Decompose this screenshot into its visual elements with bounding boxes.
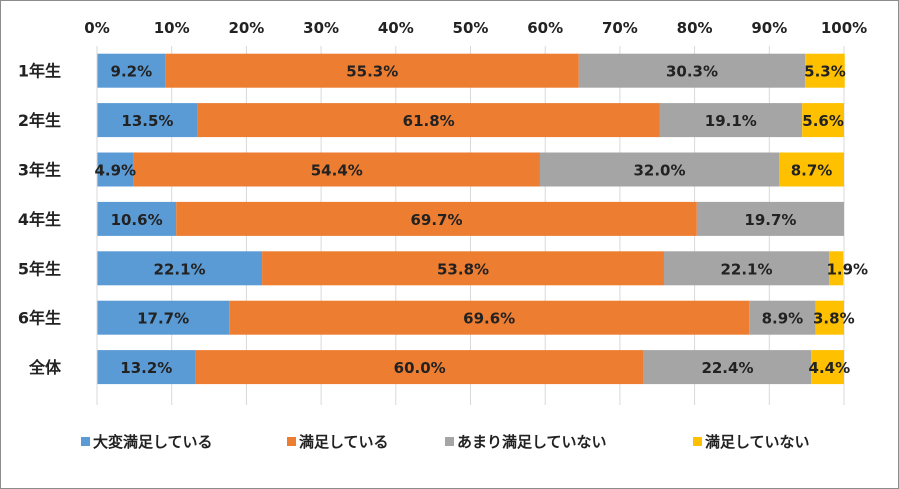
data-label: 55.3% (346, 63, 398, 81)
legend-label: 大変満足している (93, 433, 213, 451)
bar-segment (578, 53, 806, 88)
bar-segment (229, 300, 750, 335)
legend-label: 満足していない (705, 433, 810, 451)
data-label: 69.7% (410, 211, 462, 229)
x-tick-label: 10% (154, 19, 190, 37)
bar-segment (659, 103, 803, 138)
bar-segment (195, 350, 644, 385)
bar-segment (829, 251, 844, 286)
bar-segment (811, 350, 844, 385)
data-label: 19.1% (705, 112, 757, 130)
x-tick-label: 70% (602, 19, 638, 37)
data-label: 9.2% (111, 63, 153, 81)
x-tick-label: 50% (453, 19, 489, 37)
category-label: 3年生 (18, 161, 61, 180)
bar-segment (133, 152, 540, 187)
category-label: 5年生 (18, 259, 61, 278)
data-label: 22.1% (720, 260, 772, 278)
x-tick-label: 40% (378, 19, 414, 37)
bar-segment (176, 201, 697, 236)
x-tick-label: 0% (84, 19, 109, 37)
bar-segment (97, 300, 230, 335)
data-label: 32.0% (633, 162, 685, 180)
bar-segment (749, 300, 816, 335)
bar-segment (815, 300, 844, 335)
data-label: 1.9% (826, 260, 868, 278)
category-label: 1年生 (18, 62, 61, 81)
x-tick-label: 80% (677, 19, 713, 37)
category-label: 2年生 (18, 111, 61, 130)
bar-segment (643, 350, 812, 385)
legend-swatch (287, 437, 296, 446)
bar-segment (97, 53, 166, 88)
data-label: 22.1% (154, 260, 206, 278)
bar-segment (97, 350, 196, 385)
data-label: 10.6% (111, 211, 163, 229)
legend-swatch (445, 437, 454, 446)
x-tick-label: 20% (228, 19, 264, 37)
x-tick-label: 60% (527, 19, 563, 37)
data-label: 13.5% (121, 112, 173, 130)
data-label: 5.6% (802, 112, 844, 130)
data-label: 4.9% (94, 162, 136, 180)
legend-label: あまり満足していない (457, 433, 607, 451)
bar-segment (663, 251, 830, 286)
data-label: 54.4% (311, 162, 363, 180)
data-label: 19.7% (744, 211, 796, 229)
data-label: 13.2% (120, 359, 172, 377)
bar-segment (97, 103, 198, 138)
bar-segment (97, 152, 134, 187)
data-label: 3.8% (813, 310, 855, 328)
bar-segment (97, 201, 177, 236)
x-axis-ticks: 0% 10% 20% 30% 40% 50% 60% 70% 80% 90% 100% (84, 19, 867, 37)
data-label: 5.3% (804, 63, 846, 81)
data-label: 61.8% (403, 112, 455, 130)
legend-swatch (693, 437, 702, 446)
bar-segment (97, 251, 263, 286)
bar-segment (197, 103, 660, 138)
bar-segment (165, 53, 579, 88)
bar-segment (805, 53, 845, 88)
x-tick-label: 100% (821, 19, 867, 37)
bar-segment (262, 251, 664, 286)
data-labels: 9.2% 55.3% 30.3% 5.3% 13.5% 61.8% 19.1% 5.6% 4.9… (94, 63, 868, 377)
data-label: 69.6% (463, 310, 515, 328)
category-label: 6年生 (18, 309, 61, 328)
bar-segment (779, 152, 844, 187)
data-label: 30.3% (666, 63, 718, 81)
data-label: 8.9% (762, 310, 804, 328)
data-label: 60.0% (394, 359, 446, 377)
bar-segment (696, 201, 844, 236)
legend-swatch (81, 437, 90, 446)
bars (97, 53, 845, 385)
data-label: 4.4% (809, 359, 851, 377)
data-label: 17.7% (137, 310, 189, 328)
bar-segment (802, 103, 844, 138)
data-label: 53.8% (437, 260, 489, 278)
bar-segment (539, 152, 780, 187)
category-label: 全体 (28, 358, 62, 377)
data-label: 22.4% (701, 359, 753, 377)
x-tick-label: 30% (303, 19, 339, 37)
legend-label: 満足している (299, 433, 389, 451)
legend: 大変満足している 満足している あまり満足していない 満足していない (81, 433, 810, 451)
data-label: 8.7% (791, 162, 833, 180)
x-tick-label: 90% (751, 19, 787, 37)
category-label: 4年生 (18, 210, 61, 229)
